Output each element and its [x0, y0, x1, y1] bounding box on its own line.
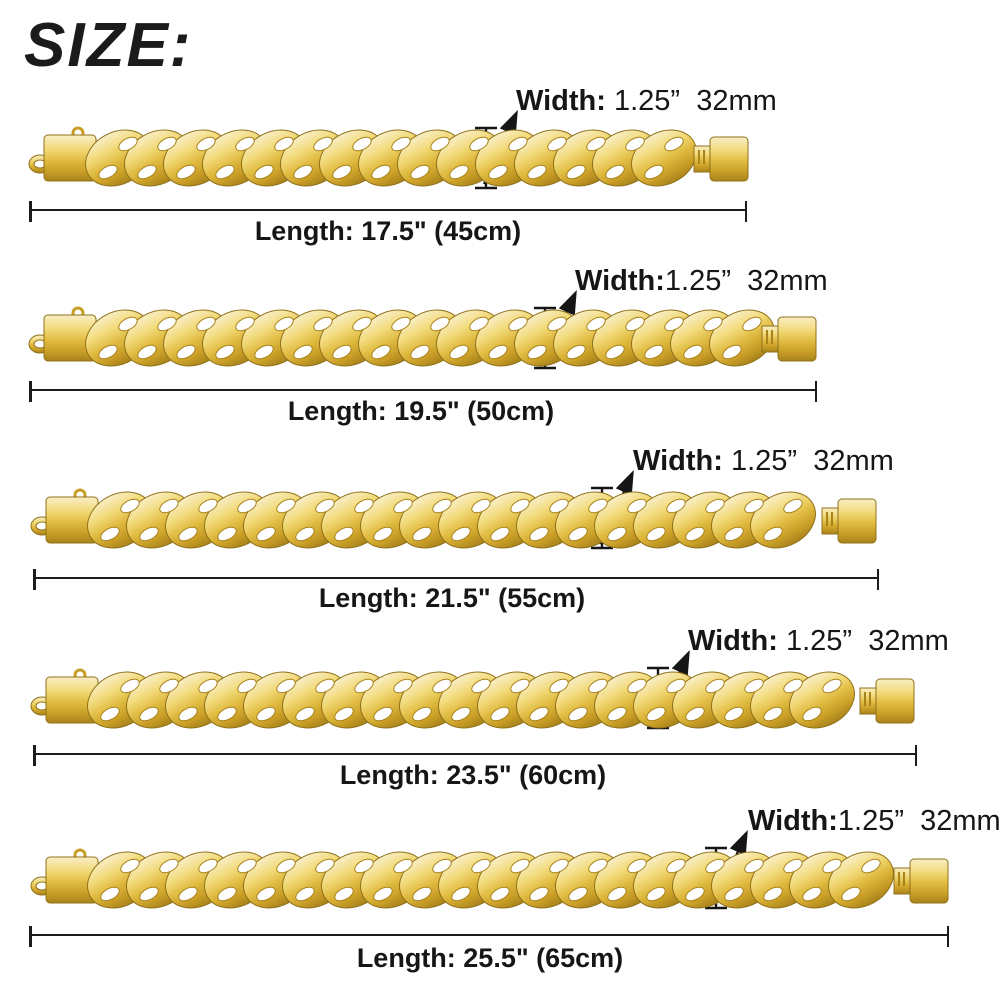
- width-annotation: Width:1.25” 32mm: [748, 805, 1000, 838]
- gold-cuban-chain: [30, 668, 915, 729]
- length-measure-line: [33, 569, 879, 590]
- width-label: Width:: [575, 265, 665, 297]
- width-value: 1.25” 32mm: [722, 445, 894, 477]
- length-measure-line: [29, 201, 747, 222]
- width-annotation: Width:1.25” 32mm: [575, 265, 828, 298]
- width-value: 1.25” 32mm: [664, 265, 828, 297]
- gold-cuban-chain: [28, 126, 749, 187]
- length-label: Length: 21.5" (55cm): [318, 583, 586, 613]
- width-label: Width:: [516, 85, 606, 117]
- width-annotation: Width: 1.25” 32mm: [516, 85, 777, 118]
- length-measure-line: [33, 745, 917, 766]
- length-measure-line: [29, 926, 949, 947]
- length-label: Length: 19.5" (50cm): [287, 396, 555, 426]
- page-title: SIZE:: [24, 11, 193, 80]
- gold-cuban-chain: [28, 306, 817, 367]
- gold-cuban-chain: [30, 488, 877, 549]
- width-value: 1.25” 32mm: [605, 85, 777, 117]
- width-value: 1.25” 32mm: [837, 805, 1000, 837]
- length-label: Length: 25.5" (65cm): [356, 943, 624, 973]
- width-label: Width:: [633, 445, 723, 477]
- width-label: Width:: [748, 805, 838, 837]
- length-label: Length: 23.5" (60cm): [339, 760, 607, 790]
- width-annotation: Width: 1.25” 32mm: [688, 625, 949, 658]
- width-annotation: Width: 1.25” 32mm: [633, 445, 894, 478]
- width-label: Width:: [688, 625, 778, 657]
- gold-cuban-chain: [30, 848, 949, 909]
- length-label: Length: 17.5" (45cm): [254, 216, 522, 246]
- width-value: 1.25” 32mm: [777, 625, 949, 657]
- length-measure-line: [29, 381, 817, 402]
